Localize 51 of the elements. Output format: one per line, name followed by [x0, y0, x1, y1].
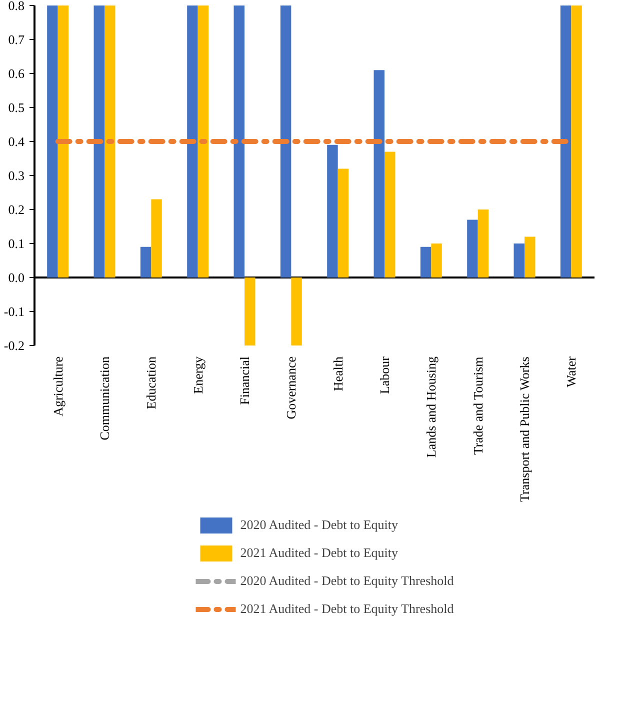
bar — [244, 278, 256, 346]
y-tick-label: 0.1 — [8, 236, 24, 251]
bar — [58, 6, 69, 278]
x-tick-label: Energy — [190, 356, 206, 394]
bar — [374, 70, 384, 278]
y-tick-label: 0.2 — [8, 202, 24, 217]
bar — [327, 144, 338, 278]
y-tick-label: 0.0 — [8, 270, 24, 285]
y-tick-label: 0.3 — [8, 168, 24, 183]
bar — [187, 6, 198, 278]
bar — [338, 168, 349, 278]
bar — [478, 210, 489, 278]
y-tick-label: 0.8 — [8, 0, 24, 13]
bar — [467, 220, 478, 278]
legend-label: 2021 Audited - Debt to Equity — [240, 544, 398, 560]
legend-label: 2020 Audited - Debt to Equity Threshold — [240, 572, 454, 588]
y-tick-label: -0.1 — [4, 304, 25, 319]
bar — [514, 244, 524, 278]
bar — [524, 236, 536, 278]
x-tick-label: Education — [144, 356, 159, 410]
bar — [291, 278, 302, 346]
bar — [280, 6, 292, 278]
x-tick-label: Agriculture — [50, 356, 66, 416]
x-tick-label: Financial — [237, 356, 252, 405]
bar — [384, 152, 396, 278]
x-tick-label: Governance — [284, 356, 299, 420]
bar — [198, 6, 209, 278]
bar — [151, 199, 162, 278]
y-tick-label: 0.6 — [8, 66, 25, 81]
bar — [420, 246, 432, 278]
x-tick-label: Transport and Public Works — [517, 356, 532, 502]
bar — [47, 6, 58, 278]
bar — [94, 6, 104, 278]
x-tick-label: Lands and Housing — [424, 356, 439, 458]
bar — [140, 246, 152, 278]
y-tick-label: -0.2 — [4, 338, 25, 353]
bar — [571, 6, 582, 278]
x-tick-label: Labour — [377, 356, 392, 394]
legend-label: 2021 Audited - Debt to Equity Threshold — [240, 600, 454, 616]
x-tick-label: Health — [330, 356, 346, 392]
y-tick-label: 0.7 — [8, 32, 25, 47]
legend-label: 2020 Audited - Debt to Equity — [240, 516, 398, 532]
x-tick-label: Water — [564, 356, 579, 388]
y-tick-label: 0.5 — [8, 100, 24, 115]
x-tick-label: Communication — [97, 356, 112, 440]
bar — [431, 244, 442, 278]
bar — [104, 6, 116, 278]
bar — [234, 6, 244, 278]
y-tick-label: 0.4 — [8, 134, 25, 149]
x-tick-label: Trade and Tourism — [470, 356, 486, 455]
bar — [560, 6, 572, 278]
